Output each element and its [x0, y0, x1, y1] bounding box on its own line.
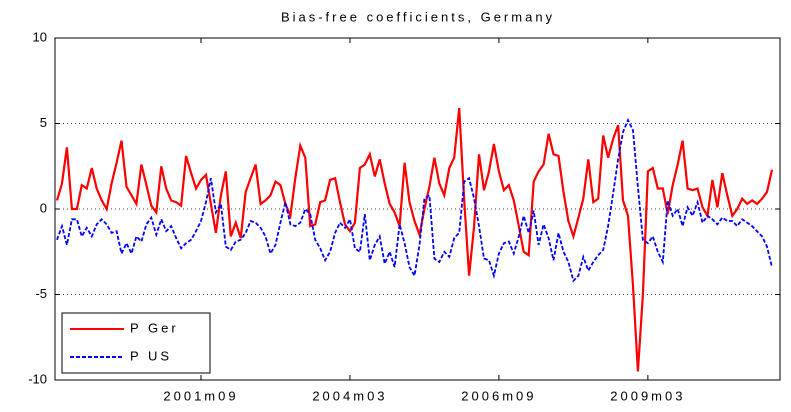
x-tick-label: 2004m03 [312, 388, 387, 403]
legend-box [61, 312, 211, 374]
y-tick-label: -10 [28, 371, 47, 386]
series-line [56, 117, 773, 283]
x-tick-label: 2009m03 [610, 388, 685, 403]
y-tick-label: 0 [40, 200, 47, 215]
legend-label: P Ger [130, 320, 179, 335]
x-tick-label: 2006m09 [461, 388, 536, 403]
y-tick-label: 5 [40, 115, 47, 130]
y-tick-label: 10 [33, 29, 47, 44]
series-line [55, 107, 774, 372]
y-tick-label: -5 [35, 286, 47, 301]
chart-title: Bias-free coefficients, Germany [281, 9, 555, 24]
plot-frame [54, 37, 781, 381]
x-tick-label: 2001m09 [163, 388, 238, 403]
legend-label: P US [130, 348, 172, 363]
